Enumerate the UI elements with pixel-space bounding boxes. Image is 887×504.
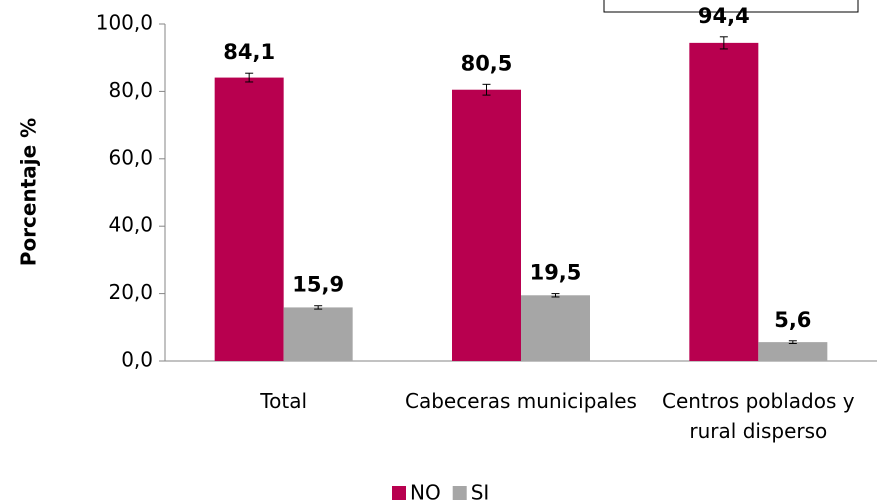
data-label: 84,1 xyxy=(223,40,275,64)
data-label: 19,5 xyxy=(530,261,582,285)
y-tick-label: 0,0 xyxy=(121,348,153,372)
legend-label: NO xyxy=(410,481,441,504)
data-label: 5,6 xyxy=(774,308,811,332)
frame-box xyxy=(603,0,859,13)
legend-swatch xyxy=(452,486,467,500)
bar xyxy=(452,89,521,361)
x-tick-label: Centros poblados y rural disperso xyxy=(662,389,855,443)
y-tick-label: 100,0 xyxy=(96,11,153,35)
y-tick-label: 80,0 xyxy=(108,78,153,102)
data-label: 15,9 xyxy=(292,273,344,297)
legend-label: SI xyxy=(471,481,490,504)
y-axis-label: Porcentaje % xyxy=(17,118,41,266)
y-tick-label: 40,0 xyxy=(108,213,153,237)
data-label: 80,5 xyxy=(461,51,513,75)
bar xyxy=(521,295,590,361)
y-tick-label: 20,0 xyxy=(108,280,153,304)
bar xyxy=(214,77,284,361)
bar xyxy=(689,42,759,361)
data-label: 94,4 xyxy=(698,4,750,28)
x-tick-label: Total xyxy=(260,389,308,413)
x-tick-label: Cabeceras municipales xyxy=(405,389,637,413)
y-tick-label: 60,0 xyxy=(108,145,153,169)
legend-swatch xyxy=(392,486,406,500)
bar xyxy=(758,342,828,361)
bar xyxy=(283,307,353,361)
